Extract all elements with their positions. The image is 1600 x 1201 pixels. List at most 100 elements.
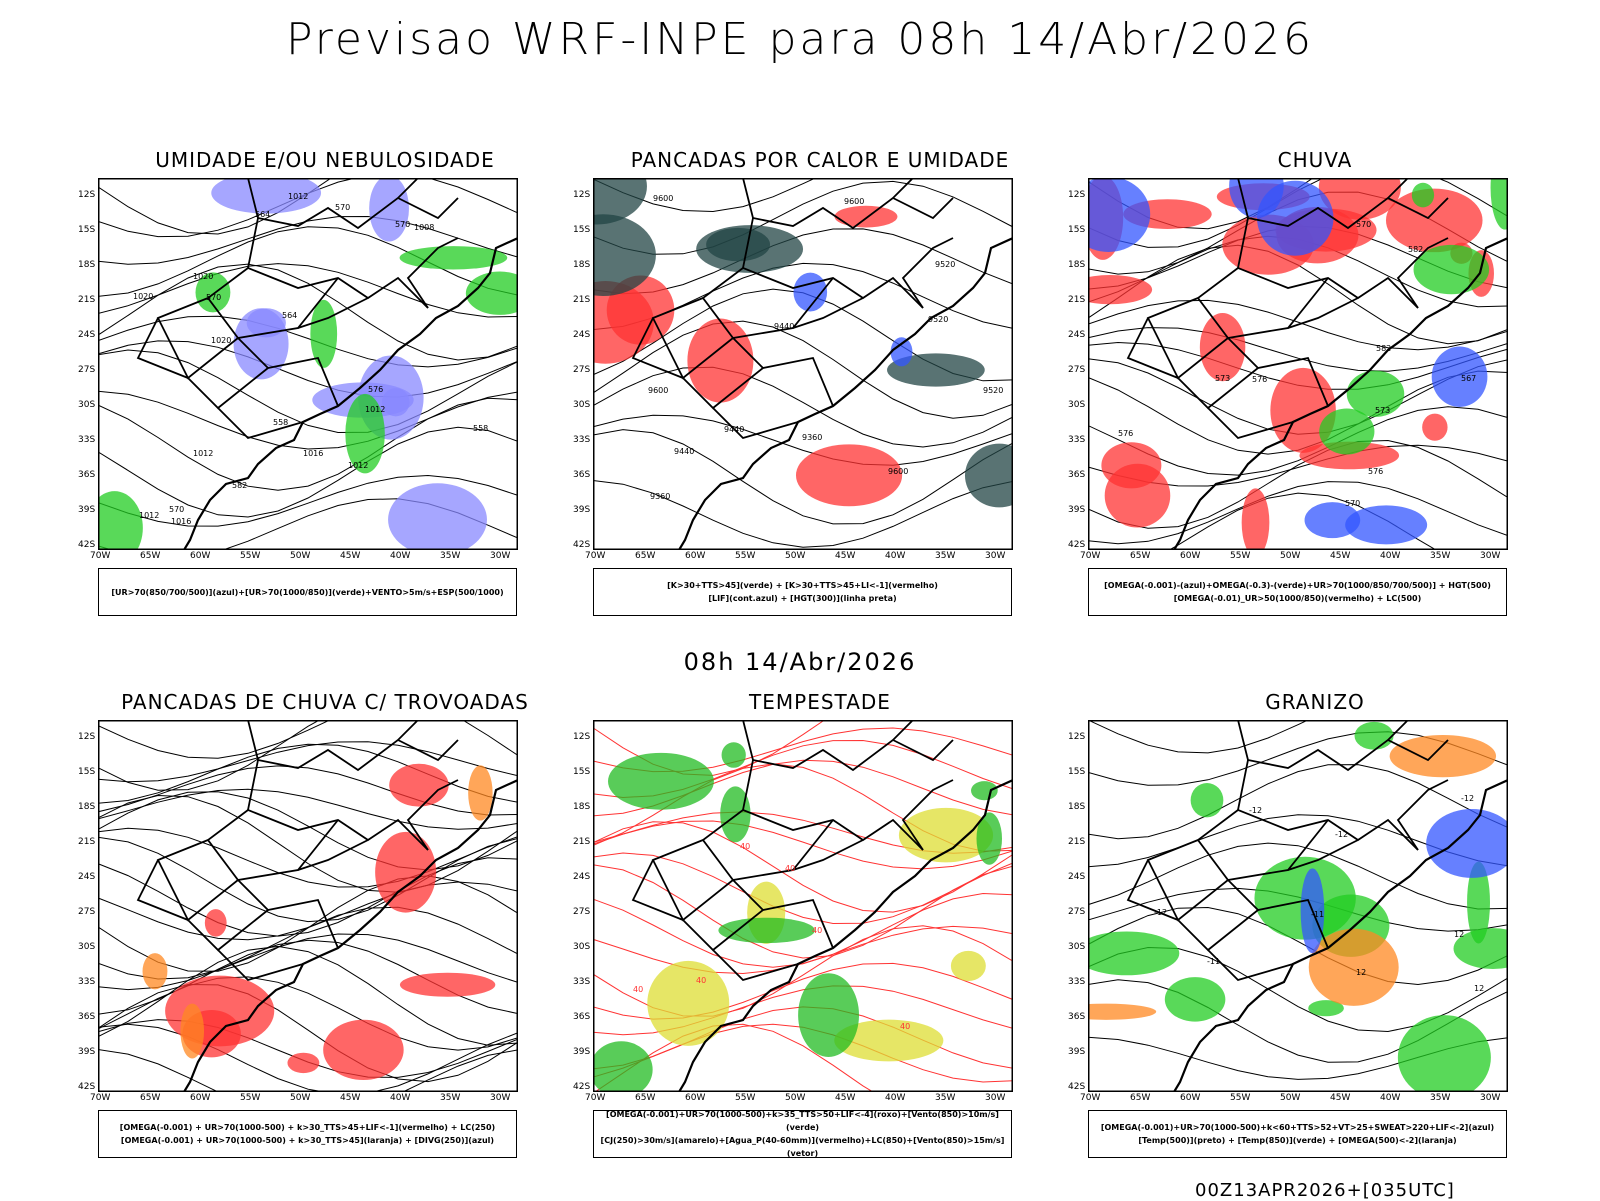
contour-label: -12 xyxy=(1249,806,1262,815)
longitude-label: 65W xyxy=(140,551,161,561)
contour-label: 9360 xyxy=(802,433,822,442)
longitude-label: 60W xyxy=(190,551,211,561)
longitude-label: 70W xyxy=(585,1093,606,1103)
legend-line: [Temp(500)](preto) + [Temp(850)](verde) … xyxy=(1138,1136,1457,1145)
longitude-label: 35W xyxy=(440,551,461,561)
contour-label: 9440 xyxy=(774,322,794,331)
panel-legend: [OMEGA(-0.001) + UR>70(1000-500) + k>30_… xyxy=(98,1110,517,1158)
latitude-label: 15S xyxy=(78,225,96,235)
contour-label: 582 xyxy=(232,481,247,490)
contour-label: 1020 xyxy=(133,292,153,301)
longitude-label: 55W xyxy=(1230,551,1251,561)
latitude-label: 12S xyxy=(78,190,96,200)
contour-label: 9520 xyxy=(928,315,948,324)
latitude-label: 12S xyxy=(573,732,591,742)
forecast-map: 40 40 40 40 40 40 xyxy=(593,720,1013,1092)
legend-line: [OMEGA(-0.001) + UR>70(1000-500) + k>30_… xyxy=(120,1136,495,1145)
latitude-label: 39S xyxy=(78,1047,96,1057)
latitude-label: 39S xyxy=(1068,1047,1086,1057)
contour-label: 1012 xyxy=(139,511,159,520)
latitude-label: 21S xyxy=(1068,295,1086,305)
latitude-label: 33S xyxy=(573,435,591,445)
legend-line: [K>30+TTS>45](verde) + [K>30+TTS>45+LI<-… xyxy=(667,581,938,590)
forecast-map: 1012 1012 1012 1016 1012 1016 1008 1012 1020 1020… xyxy=(98,178,518,550)
latitude-label: 27S xyxy=(1068,365,1086,375)
longitude-label: 60W xyxy=(685,1093,706,1103)
contour-label: 40 xyxy=(633,985,643,994)
legend-line: [OMEGA(-0.001)+UR>70(1000-500)+k>35_TTS>… xyxy=(606,1110,999,1132)
contour-label: 558 xyxy=(473,424,488,433)
latitude-label: 42S xyxy=(1068,1082,1086,1092)
latitude-label: 33S xyxy=(1068,435,1086,445)
contour-label: 9360 xyxy=(650,492,670,501)
longitude-label: 30W xyxy=(1480,1093,1501,1103)
latitude-label: 27S xyxy=(573,365,591,375)
longitude-label: 60W xyxy=(1180,551,1201,561)
latitude-label: 30S xyxy=(1068,942,1086,952)
latitude-label: 18S xyxy=(78,260,96,270)
legend-line: [OMEGA(-0.001)-(azul)+OMEGA(-0.3)-(verde… xyxy=(1104,581,1491,590)
latitude-label: 30S xyxy=(573,400,591,410)
latitude-label: 24S xyxy=(573,872,591,882)
contour-label: 9600 xyxy=(888,467,908,476)
panel-legend: [OMEGA(-0.001)+UR>70(1000-500)+k<60+TTS>… xyxy=(1088,1110,1507,1158)
contour-label: 1016 xyxy=(171,517,191,526)
panel-legend: [OMEGA(-0.001)-(azul)+OMEGA(-0.3)-(verde… xyxy=(1088,568,1507,616)
longitude-label: 45W xyxy=(835,1093,856,1103)
contour-label: 564 xyxy=(255,210,270,219)
latitude-label: 39S xyxy=(78,505,96,515)
longitude-label: 70W xyxy=(90,1093,111,1103)
panel-title: PANCADAS POR CALOR E UMIDADE xyxy=(630,148,1010,172)
contour-label: 576 xyxy=(1252,375,1267,384)
longitude-label: 45W xyxy=(340,551,361,561)
contour-label: -12 xyxy=(1461,794,1474,803)
contour-label: 573 xyxy=(1215,374,1230,383)
contour-label: 1020 xyxy=(193,272,213,281)
legend-line: [LIF](cont.azul) + [HGT(300)](linha pret… xyxy=(708,594,897,603)
legend-line: [OMEGA(-0.001)+UR>70(1000-500)+k<60+TTS>… xyxy=(1100,1123,1495,1132)
latitude-label: 42S xyxy=(78,1082,96,1092)
longitude-label: 55W xyxy=(240,551,261,561)
longitude-label: 55W xyxy=(1230,1093,1251,1103)
page-title: Previsao WRF-INPE para 08h 14/Abr/2026 xyxy=(285,14,1314,65)
contour-label: 1012 xyxy=(288,192,308,201)
latitude-label: 24S xyxy=(1068,330,1086,340)
contour-label: 40 xyxy=(740,842,750,851)
contour-label: 9600 xyxy=(653,194,673,203)
latitude-label: 21S xyxy=(78,837,96,847)
longitude-label: 60W xyxy=(1180,1093,1201,1103)
longitude-label: 40W xyxy=(885,551,906,561)
panel-title: PANCADAS DE CHUVA C/ TROVOADAS xyxy=(121,690,529,714)
latitude-label: 27S xyxy=(78,907,96,917)
contour-label: 9600 xyxy=(648,386,668,395)
latitude-label: 21S xyxy=(573,295,591,305)
latitude-label: 18S xyxy=(1068,802,1086,812)
longitude-label: 70W xyxy=(1080,1093,1101,1103)
contour-label: 570 xyxy=(1356,220,1371,229)
latitude-label: 39S xyxy=(573,505,591,515)
longitude-label: 40W xyxy=(390,551,411,561)
latitude-label: 36S xyxy=(78,470,96,480)
panel-pancadas-calor: PANCADAS POR CALOR E UMIDADE 9600 9600 9600… xyxy=(573,148,1065,638)
contour-label: 9520 xyxy=(983,386,1003,395)
contour-label: -12 xyxy=(1154,908,1167,917)
latitude-label: 12S xyxy=(78,732,96,742)
longitude-label: 50W xyxy=(1280,551,1301,561)
longitude-label: 65W xyxy=(635,1093,656,1103)
latitude-label: 42S xyxy=(573,1082,591,1092)
longitude-label: 65W xyxy=(1130,551,1151,561)
panel-legend: [UR>70(850/700/500)](azul)+[UR>70(1000/8… xyxy=(98,568,517,616)
longitude-label: 30W xyxy=(490,551,511,561)
contour-label: 1020 xyxy=(211,336,231,345)
latitude-label: 30S xyxy=(1068,400,1086,410)
longitude-label: 40W xyxy=(1380,1093,1401,1103)
longitude-label: 50W xyxy=(290,551,311,561)
latitude-label: 42S xyxy=(573,540,591,550)
latitude-label: 15S xyxy=(1068,225,1086,235)
longitude-label: 55W xyxy=(735,551,756,561)
longitude-label: 50W xyxy=(1280,1093,1301,1103)
contour-label: -11 xyxy=(1207,957,1220,966)
contour-label: 1012 xyxy=(193,449,213,458)
longitude-label: 35W xyxy=(935,1093,956,1103)
latitude-label: 27S xyxy=(573,907,591,917)
